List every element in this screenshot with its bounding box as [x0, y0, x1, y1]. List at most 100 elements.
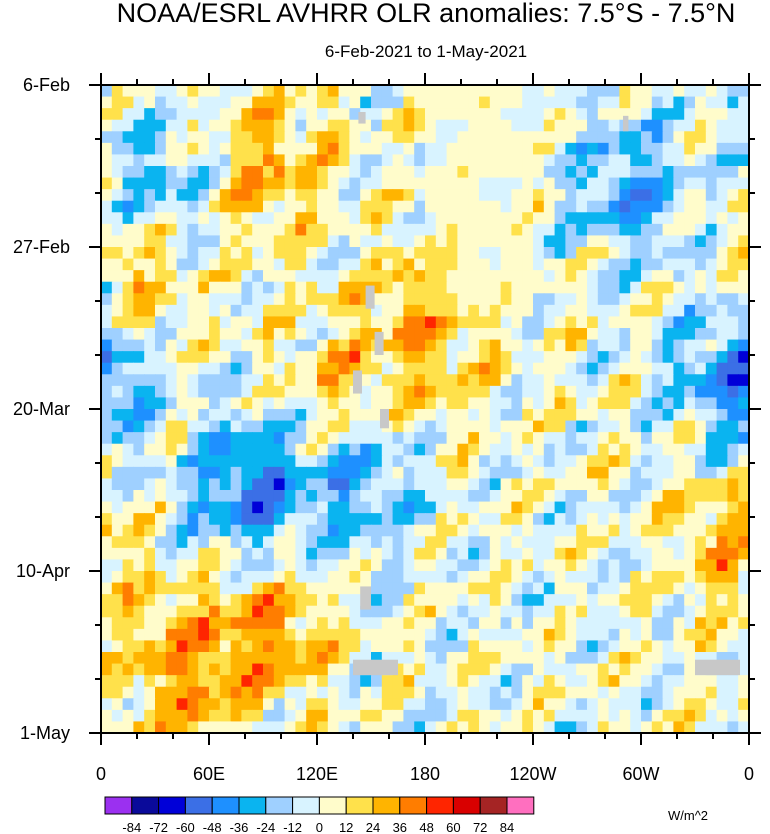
anomaly-cell [263, 328, 275, 341]
anomaly-cell [446, 119, 458, 132]
anomaly-cell [425, 617, 437, 630]
anomaly-cell [554, 258, 566, 271]
anomaly-cell [533, 281, 545, 294]
anomaly-cell [479, 316, 491, 329]
anomaly-cell [392, 513, 404, 526]
anomaly-cell [414, 142, 426, 156]
anomaly-cell [543, 142, 556, 156]
anomaly-cell [425, 524, 437, 537]
anomaly-cell [392, 212, 404, 225]
anomaly-cell [176, 698, 188, 711]
anomaly-cell [165, 443, 178, 456]
anomaly-cell [662, 142, 674, 156]
anomaly-cell [284, 154, 296, 167]
anomaly-cell [425, 166, 437, 179]
anomaly-cell [101, 223, 113, 237]
anomaly-cell [371, 374, 383, 387]
anomaly-cell [727, 628, 739, 642]
anomaly-cell [360, 328, 372, 341]
anomaly-cell [209, 409, 221, 422]
anomaly-cell [630, 652, 642, 665]
anomaly-cell [219, 339, 232, 352]
anomaly-cell [468, 513, 480, 526]
anomaly-cell [565, 131, 577, 144]
anomaly-cell [738, 85, 749, 98]
anomaly-cell [209, 605, 221, 618]
anomaly-cell [511, 547, 523, 561]
anomaly-cell [306, 189, 318, 202]
anomaly-cell [554, 374, 566, 387]
anomaly-cell [230, 212, 242, 225]
anomaly-cell [403, 420, 415, 433]
anomaly-cell [241, 594, 253, 607]
anomaly-cell [176, 617, 188, 630]
anomaly-cell [727, 409, 739, 422]
anomaly-cell [392, 420, 404, 433]
anomaly-cell [338, 223, 350, 237]
anomaly-cell [425, 85, 437, 98]
anomaly-cell [349, 524, 361, 537]
anomaly-cell [576, 524, 588, 537]
anomaly-cell [252, 513, 264, 526]
anomaly-cell [371, 96, 383, 109]
anomaly-cell [457, 501, 469, 514]
anomaly-cell [176, 212, 188, 225]
anomaly-cell [284, 420, 296, 433]
anomaly-cell [241, 96, 253, 109]
anomaly-cell [295, 270, 307, 283]
anomaly-cell [435, 235, 448, 248]
anomaly-cell [111, 339, 124, 352]
anomaly-cell [684, 547, 696, 561]
anomaly-cell [101, 652, 113, 665]
anomaly-cell [165, 501, 178, 514]
anomaly-cell [295, 617, 307, 630]
anomaly-cell [176, 640, 188, 653]
anomaly-cell [360, 524, 372, 537]
anomaly-cell [133, 247, 145, 260]
anomaly-cell [576, 166, 588, 179]
anomaly-cell [684, 397, 696, 410]
anomaly-cell [392, 96, 404, 109]
anomaly-cell [122, 559, 134, 572]
anomaly-cell [155, 166, 167, 179]
anomaly-cell [111, 281, 124, 294]
anomaly-cell [219, 571, 232, 584]
anomaly-cell [295, 85, 307, 98]
anomaly-cell [165, 177, 178, 190]
anomaly-cell [273, 547, 286, 561]
anomaly-cell [219, 513, 232, 526]
anomaly-cell [101, 235, 113, 248]
anomaly-cell [738, 247, 749, 260]
anomaly-cell [209, 142, 221, 156]
anomaly-cell [576, 397, 588, 410]
anomaly-cell [695, 490, 707, 503]
anomaly-cell [597, 490, 610, 503]
anomaly-cell [597, 154, 610, 167]
anomaly-cell [489, 686, 502, 699]
anomaly-cell [230, 385, 242, 399]
anomaly-cell [705, 490, 718, 503]
anomaly-cell [371, 397, 383, 410]
anomaly-cell [414, 316, 426, 329]
anomaly-cell [651, 351, 664, 364]
anomaly-cell [187, 709, 199, 723]
anomaly-cell [295, 559, 307, 572]
anomaly-cell [479, 640, 491, 653]
anomaly-cell [543, 663, 556, 676]
anomaly-cell [133, 281, 145, 294]
anomaly-cell [500, 142, 512, 156]
anomaly-cell [403, 235, 415, 248]
anomaly-cell [727, 316, 739, 329]
anomaly-cell [306, 559, 318, 572]
anomaly-cell [273, 501, 286, 514]
anomaly-cell [133, 605, 145, 618]
anomaly-cell [500, 663, 512, 676]
anomaly-cell [263, 443, 275, 456]
anomaly-cell [522, 166, 534, 179]
anomaly-cell [565, 362, 577, 375]
anomaly-cell [133, 385, 145, 399]
anomaly-cell [101, 189, 113, 202]
anomaly-cell [273, 524, 286, 537]
anomaly-cell [165, 721, 178, 733]
anomaly-cell [489, 652, 502, 665]
